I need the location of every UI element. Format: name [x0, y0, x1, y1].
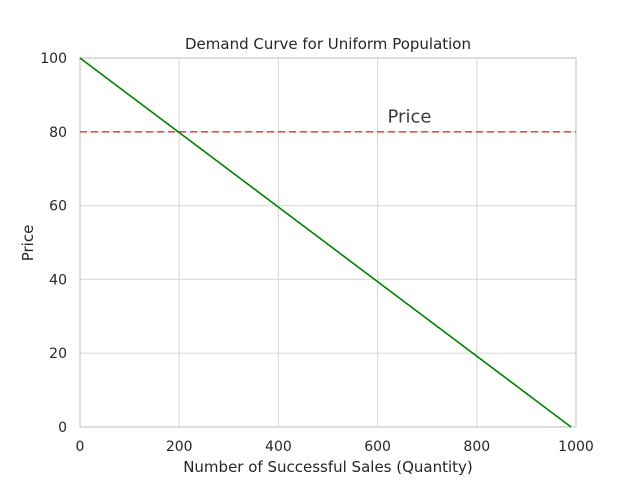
- x-tick-label-2: 400: [265, 439, 292, 455]
- y-tick-label-5: 100: [40, 51, 67, 67]
- x-tick-label-5: 1000: [558, 439, 594, 455]
- plot-frame: [79, 57, 577, 428]
- annotation-0: Price: [388, 107, 432, 128]
- y-tick-label-2: 40: [49, 272, 67, 288]
- chart-title: Demand Curve for Uniform Population: [185, 35, 471, 53]
- y-tick-label-0: 0: [58, 420, 67, 436]
- x-axis-ticks: 0 200 400 600 800 1000: [76, 439, 594, 455]
- x-tick-label-4: 800: [463, 439, 490, 455]
- y-axis-label: Price: [19, 225, 37, 262]
- y-tick-label-1: 20: [49, 346, 67, 362]
- x-axis-label: Number of Successful Sales (Quantity): [183, 458, 473, 476]
- series-line-0: [79, 57, 572, 428]
- x-tick-label-1: 200: [166, 439, 193, 455]
- y-tick-label-3: 60: [49, 199, 67, 215]
- y-axis-ticks: 0 20 40 60 80 100: [40, 51, 67, 436]
- x-tick-label-0: 0: [76, 439, 85, 455]
- x-tick-label-3: 600: [364, 439, 391, 455]
- annotations: Price: [388, 107, 432, 128]
- y-tick-label-4: 80: [49, 125, 67, 141]
- series-lines: [79, 57, 572, 428]
